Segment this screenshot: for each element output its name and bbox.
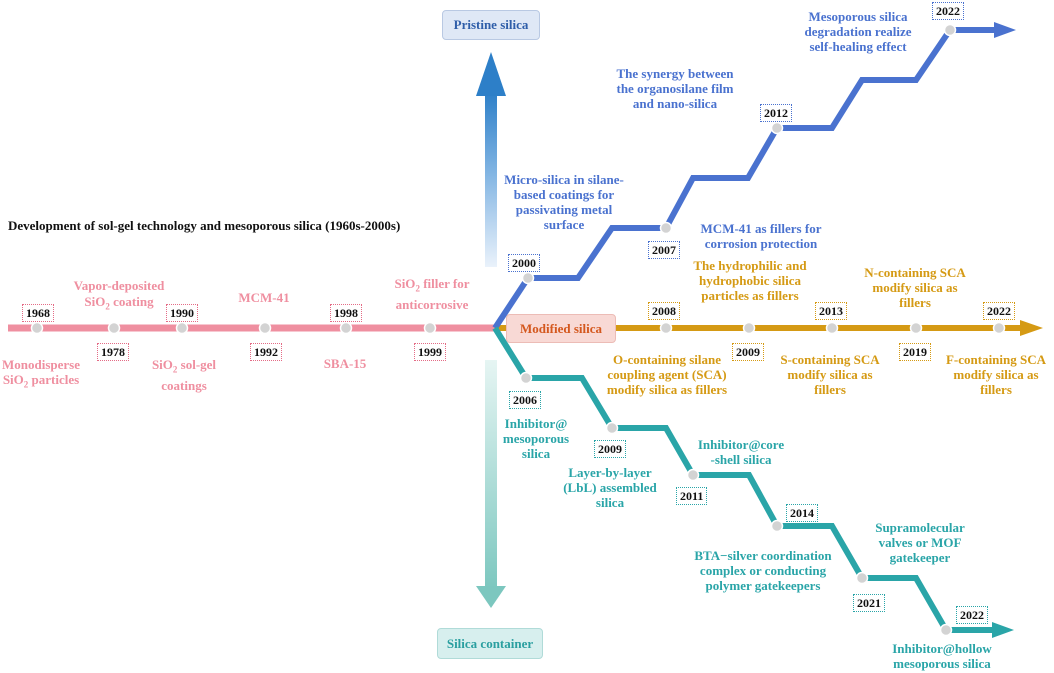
label-1978-line1: Vapor-deposited [73,278,165,293]
label-2009-gold: The hydrophilic and hydrophobic silica p… [693,258,807,303]
teal-timeline-line [492,326,996,633]
year-badge-2013: 2013 [815,302,847,320]
dot-teal-2022 [939,623,953,637]
blue-timeline-line [492,27,998,330]
label-2007: MCM-41 as fillers for corrosion protecti… [700,221,822,251]
modified-silica-box: Modified silica [506,314,616,343]
label-2014: BTA−silver coordination complex or condu… [694,548,832,593]
dot-teal-2014 [770,519,784,533]
container-arrow [476,360,506,608]
label-1990: SiO2 sol-gel coatings [151,357,217,393]
dot-gold-2009 [742,321,756,335]
label-2011: Inhibitor@core -shell silica [697,437,785,467]
year-badge-2012: 2012 [760,104,792,122]
label-2022-gold: F-containing SCA modify silica as filler… [945,352,1047,397]
teal-arrowhead [992,622,1014,638]
label-2013: S-containing SCA modify silica as filler… [780,352,880,397]
dot-gold-2019 [909,321,923,335]
year-badge-2006: 2006 [509,391,541,409]
label-1992: MCM-41 [238,290,290,305]
label-2019: N-containing SCA modify silica as filler… [864,265,966,310]
year-badge-2007: 2007 [648,241,680,259]
year-badge-2022-teal: 2022 [956,606,988,624]
blue-arrowhead [994,22,1016,38]
label-2022-teal: Inhibitor@hollow mesoporous silica [892,641,992,671]
label-1978-line2: SiO2 coating [84,294,154,312]
dot-pink-1978 [107,321,121,335]
dot-gold-2013 [825,321,839,335]
dot-pink-1998 [339,321,353,335]
year-badge-2009-teal: 2009 [594,440,626,458]
label-2000: Micro-silica in silane- based coatings f… [504,172,624,232]
dot-teal-2021 [855,571,869,585]
year-badge-2021: 2021 [853,594,885,612]
year-badge-2022-gold: 2022 [983,302,1015,320]
label-1998: SBA-15 [323,356,367,371]
dot-teal-2009 [605,421,619,435]
year-badge-2011: 2011 [676,487,708,505]
dot-gold-2008 [659,321,673,335]
dot-blue-2000 [521,271,535,285]
dot-blue-2007 [659,221,673,235]
pristine-arrow [476,52,506,267]
label-1999: SiO2 filler for anticorrosive [394,276,470,312]
diagram-title: Development of sol-gel technology and me… [8,218,401,233]
label-2006: Inhibitor@ mesoporous silica [502,416,570,461]
dot-pink-1990 [175,321,189,335]
year-badge-1978: 1978 [97,343,129,361]
year-badge-2000: 2000 [508,254,540,272]
year-badge-2022-blue: 2022 [932,2,964,20]
year-badge-1968: 1968 [22,304,54,322]
pristine-silica-box: Pristine silica [442,10,540,40]
label-2012: The synergy between the organosilane fil… [616,66,734,111]
dot-teal-2011 [686,468,700,482]
dot-blue-2012 [770,121,784,135]
dot-blue-2022 [943,23,957,37]
silica-container-box: Silica container [437,628,543,659]
gold-arrowhead [1020,320,1043,336]
label-2021: Supramolecular valves or MOF gatekeeper [875,520,965,565]
year-badge-2009-gold: 2009 [732,343,764,361]
label-2009-teal: Layer-by-layer (LbL) assembled silica [563,465,657,510]
label-2008: O-containing silane coupling agent (SCA)… [606,352,728,397]
dot-gold-2022 [992,321,1006,335]
year-badge-2019: 2019 [899,343,931,361]
dot-pink-1968 [30,321,44,335]
label-2022-blue: Mesoporous silica degradation realize se… [804,9,912,54]
year-badge-1998: 1998 [330,304,362,322]
year-badge-2008: 2008 [648,302,680,320]
dot-pink-1992 [258,321,272,335]
label-1968: Monodisperse SiO2 particles [2,357,80,390]
dot-pink-1999 [423,321,437,335]
dot-teal-2006 [519,371,533,385]
year-badge-2014: 2014 [786,504,818,522]
year-badge-1990: 1990 [166,304,198,322]
year-badge-1999: 1999 [414,343,446,361]
year-badge-1992: 1992 [250,343,282,361]
timeline-dots [30,23,1006,637]
